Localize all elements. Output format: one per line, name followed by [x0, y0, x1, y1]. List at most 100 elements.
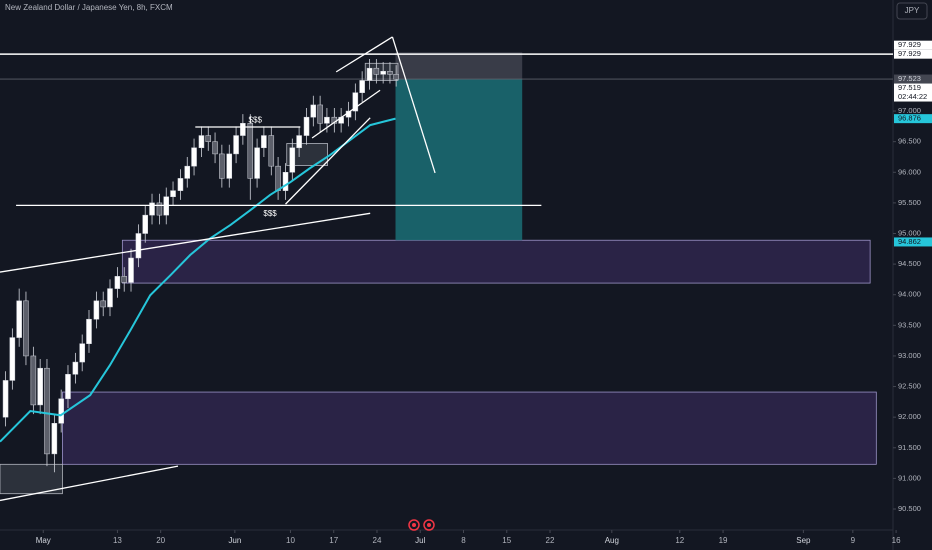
candle-body [184, 165, 191, 179]
price-label-bg [894, 40, 932, 50]
candle-body [296, 135, 302, 149]
candle-body [149, 202, 155, 216]
candle-body [170, 190, 176, 198]
price-label-bg [894, 49, 932, 59]
candle-body [380, 71, 386, 75]
candle-body [58, 398, 64, 424]
price-label-bg [894, 237, 932, 247]
candle-body [128, 257, 134, 283]
y-tick-label: 93.500 [898, 320, 921, 329]
x-tick-label: 17 [329, 536, 338, 545]
x-tick-label: 9 [851, 536, 856, 545]
price-label: 97.929 [898, 49, 921, 58]
x-tick-label: 19 [719, 536, 728, 545]
candle-body [37, 367, 43, 406]
candle-body [359, 80, 365, 93]
y-tick-label: 95.500 [898, 198, 921, 207]
trend-line [0, 212, 371, 273]
x-tick-label: 22 [546, 536, 555, 545]
price-label: 96.876 [898, 114, 921, 123]
candle-body [191, 147, 197, 167]
y-tick-label: 91.000 [898, 473, 921, 482]
candle-body [142, 214, 148, 234]
candle-body [254, 147, 260, 179]
y-tick-label: 93.000 [898, 351, 921, 360]
candle-body [156, 202, 163, 216]
price-label-bg [894, 83, 932, 102]
candle-body [121, 276, 127, 283]
x-tick-label: 15 [502, 536, 511, 545]
candle-body [282, 172, 289, 191]
candle-body [268, 135, 275, 167]
x-tick-label: 13 [113, 536, 122, 545]
trend-line [311, 89, 381, 139]
candle-body [2, 380, 9, 418]
candle-body [275, 165, 281, 191]
candle-body [352, 92, 359, 112]
x-tick-label: 16 [892, 536, 901, 545]
annotation: $$$ [249, 115, 263, 124]
candle-body [86, 318, 92, 344]
candle-body [72, 361, 79, 375]
range-box [0, 463, 63, 495]
x-tick-label: Sep [796, 536, 811, 545]
candle-body [23, 300, 29, 357]
y-tick-label: 96.000 [898, 167, 921, 176]
candle-body [233, 135, 239, 155]
candle-body [93, 300, 100, 320]
candle-body [107, 288, 113, 308]
x-tick-label: May [36, 536, 51, 545]
y-tick-label: 92.000 [898, 412, 921, 421]
event-icon-dot [427, 523, 431, 527]
candle-body [317, 104, 323, 124]
supply-demand-zone [62, 391, 877, 465]
candle-body [366, 67, 373, 81]
price-label: 94.862 [898, 237, 921, 246]
y-tick-label: 94.500 [898, 259, 921, 268]
candle-body [289, 147, 296, 173]
candle-body [79, 343, 85, 363]
candle-body [205, 135, 212, 142]
countdown: 02:44:22 [898, 92, 927, 101]
chart-title: New Zealand Dollar / Japanese Yen, 8h, F… [5, 3, 173, 12]
candle-body [114, 276, 121, 289]
annotation: $$$ [263, 209, 277, 218]
candle-body [198, 135, 205, 149]
currency-button-label[interactable]: JPY [905, 6, 920, 15]
range-box [286, 143, 328, 166]
event-icon-dot [412, 523, 416, 527]
price-label: 97.929 [898, 40, 921, 49]
candle-body [387, 71, 393, 75]
candle-body [212, 141, 218, 155]
x-tick-label: Jul [415, 536, 425, 545]
plot-area: $$$ $$$ [0, 36, 893, 502]
y-tick-label: 95.000 [898, 228, 921, 237]
trend-line [335, 36, 393, 73]
currency-button[interactable] [896, 2, 928, 20]
candle-body [247, 123, 254, 179]
supply-demand-zone [121, 239, 871, 284]
candle-body [310, 104, 317, 118]
y-tick-label: 90.500 [898, 504, 921, 513]
candle-body [226, 153, 233, 179]
price-label: 97.523 [898, 74, 921, 83]
trend-line [0, 465, 179, 502]
candle-body [373, 67, 380, 75]
candle-body [9, 337, 16, 381]
candle-body [135, 233, 142, 259]
x-tick-label: 20 [156, 536, 165, 545]
y-tick-label: 92.500 [898, 382, 921, 391]
y-tick-label: 97.000 [898, 106, 921, 115]
trend-line [391, 36, 436, 174]
candle-body [324, 116, 330, 124]
candle-body [51, 423, 58, 455]
candle-body [177, 178, 184, 191]
x-tick-label: 8 [461, 536, 466, 545]
candle-body [16, 300, 22, 338]
candle-body [65, 374, 71, 400]
y-tick-label: 94.000 [898, 290, 921, 299]
x-tick-label: 10 [286, 536, 295, 545]
x-tick-label: Jun [228, 536, 241, 545]
